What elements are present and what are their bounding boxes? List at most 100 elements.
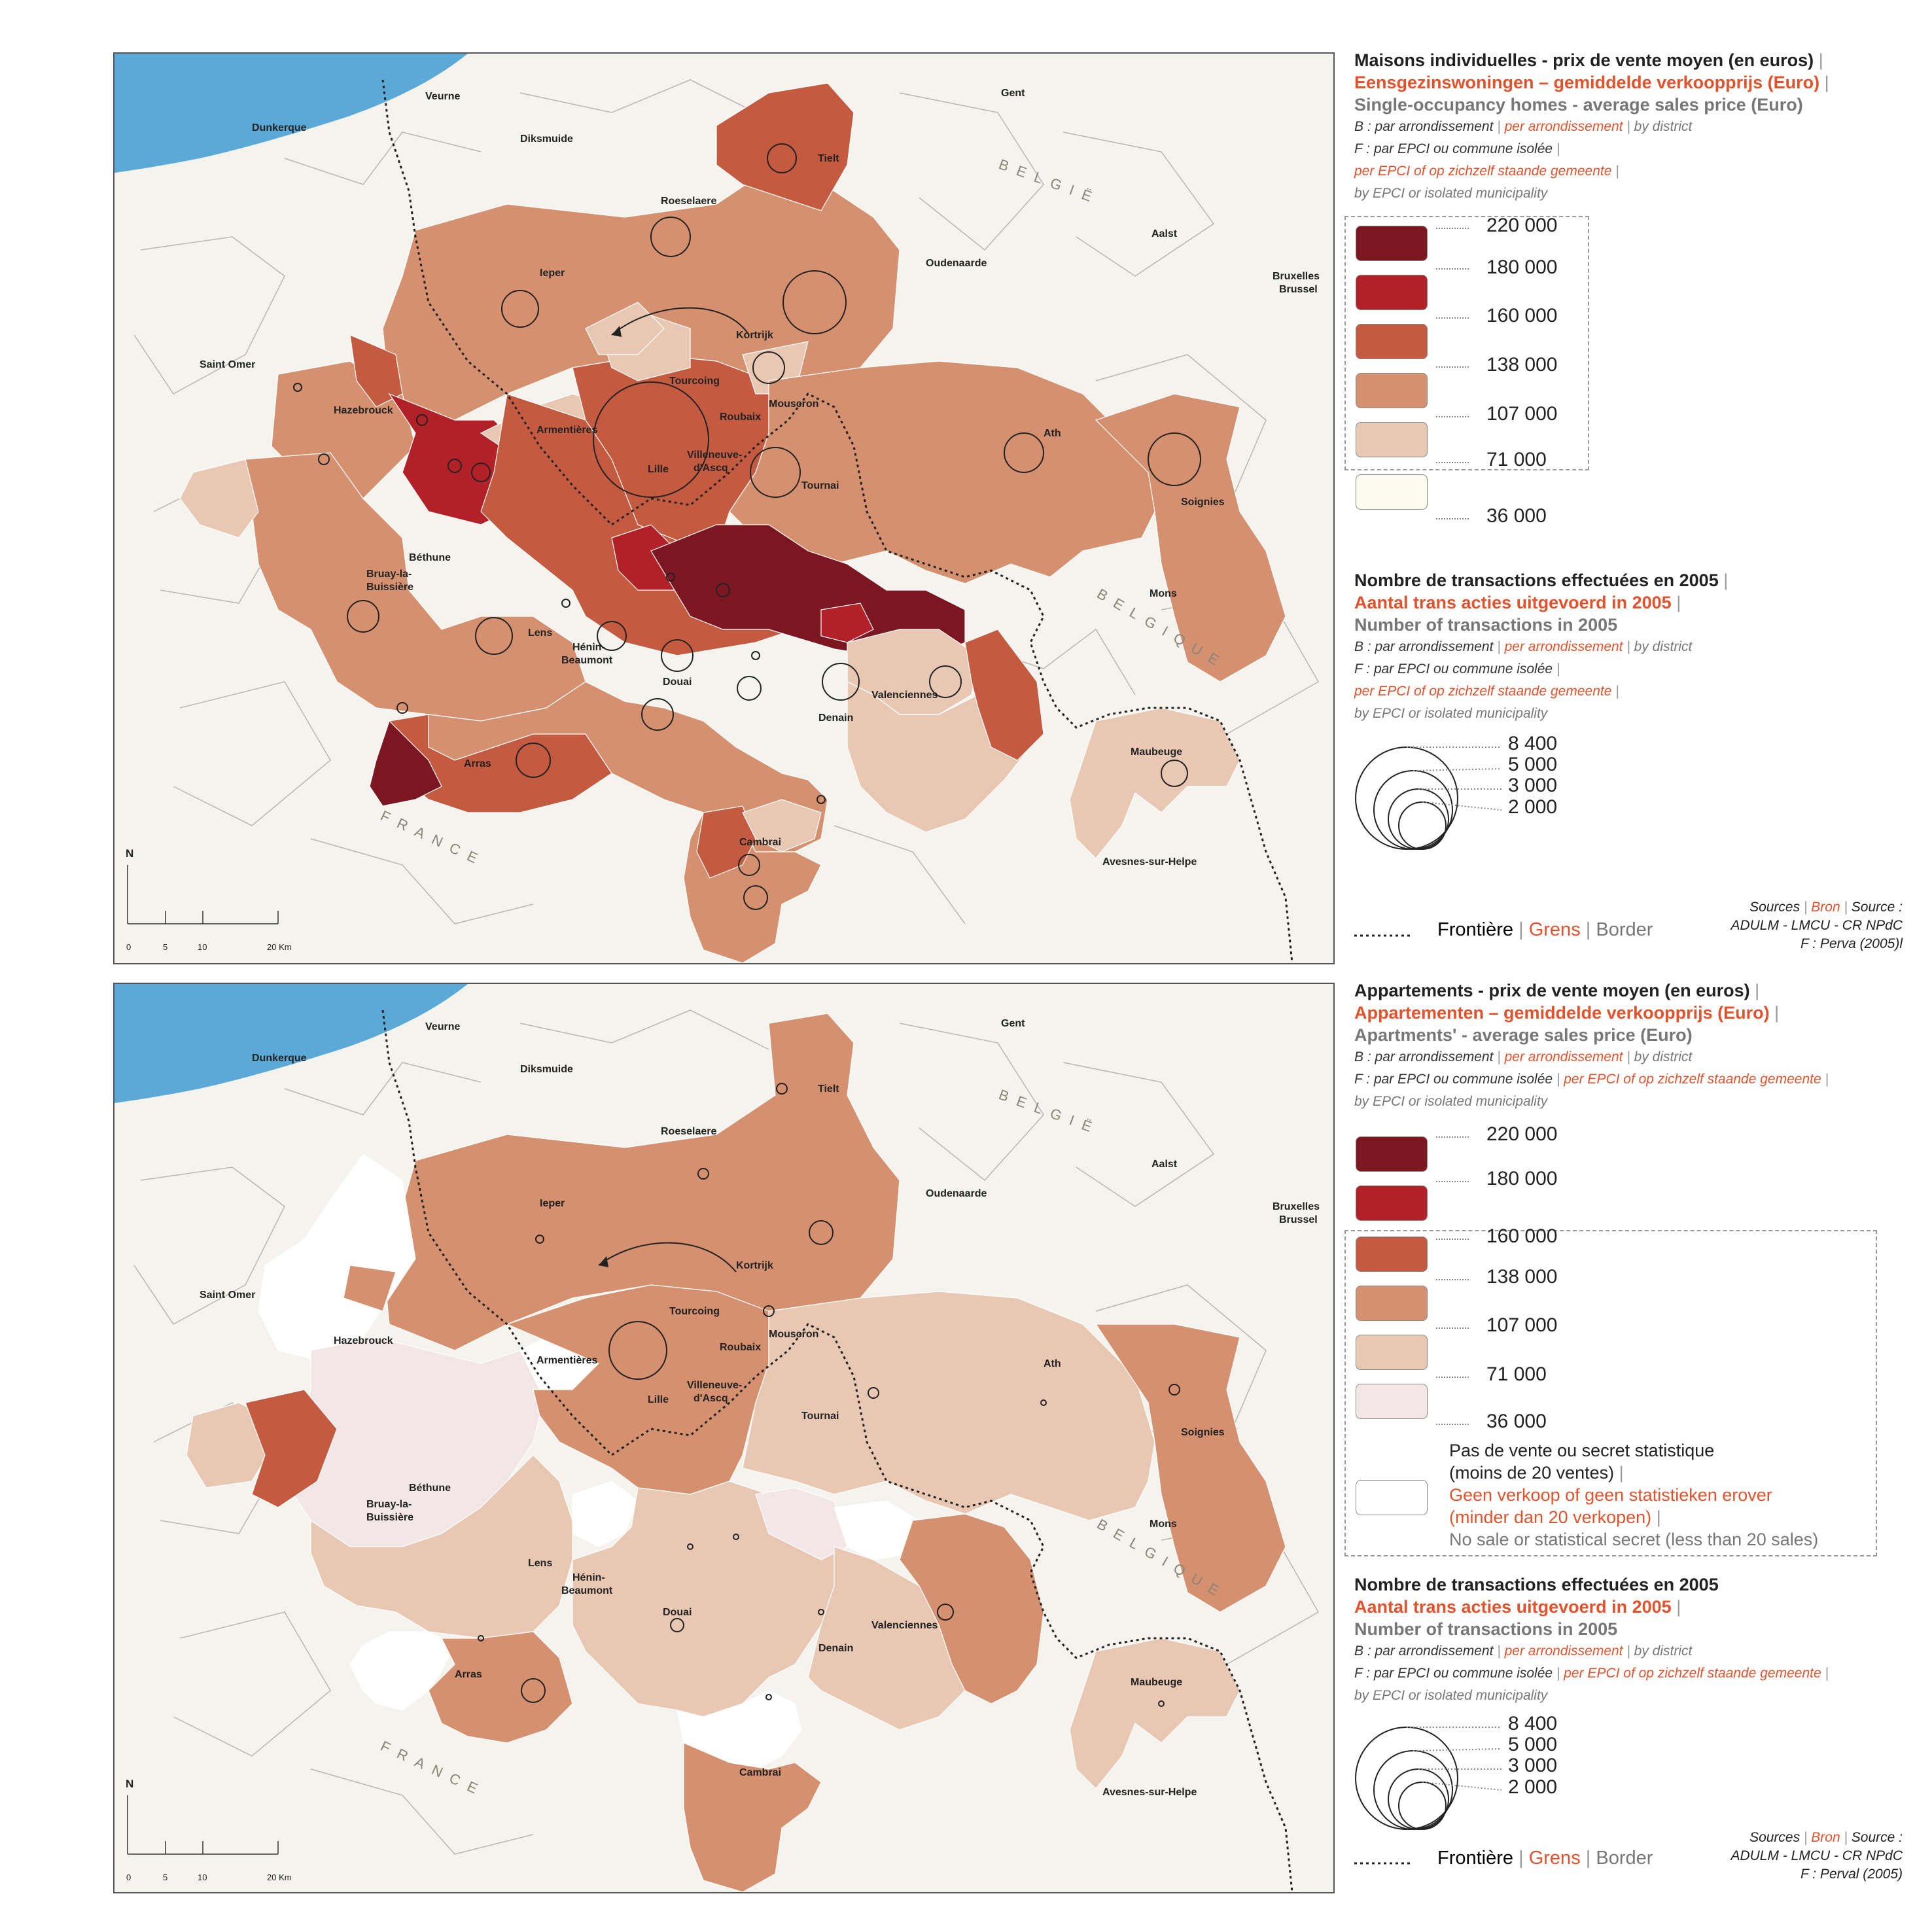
svg-text:Beaumont: Beaumont <box>561 1585 613 1596</box>
legend-f-line-fr: F : par EPCI ou commune isolée | <box>1354 141 1560 156</box>
svg-text:Hénin-: Hénin- <box>572 1572 605 1583</box>
swatch-nodata <box>1356 1480 1428 1515</box>
national-border <box>381 1010 1293 1892</box>
class-label: 138 000 <box>1486 354 1558 376</box>
svg-text:Avesnes-sur-Helpe: Avesnes-sur-Helpe <box>1102 856 1197 868</box>
svg-text:Saint Omer: Saint Omer <box>200 1290 255 1301</box>
swatch-107000 <box>1356 373 1428 408</box>
svg-text:Oudenaarde: Oudenaarde <box>926 1188 987 1199</box>
legend-title-nl: Eensgezinswoningen – gemiddelde verkoopp… <box>1354 73 1829 92</box>
svg-text:Ieper: Ieper <box>540 268 565 279</box>
svg-text:10: 10 <box>198 1872 207 1882</box>
svg-text:Diksmuide: Diksmuide <box>520 1064 573 1075</box>
svg-text:Hazebrouck: Hazebrouck <box>334 405 393 416</box>
svg-text:Hénin-: Hénin- <box>572 642 605 653</box>
svg-text:Gent: Gent <box>1001 88 1025 99</box>
circle-label: 5 000 <box>1508 1734 1558 1755</box>
legend-title-en: Apartments' - average sales price (Euro) <box>1354 1025 1693 1045</box>
svg-text:10: 10 <box>198 942 207 952</box>
swatch-160000 <box>1356 275 1428 310</box>
svg-text:Bruxelles: Bruxelles <box>1273 271 1320 282</box>
swatch-71000 <box>1356 1335 1428 1370</box>
svg-text:FRANCE: FRANCE <box>378 1738 489 1800</box>
sea <box>114 54 468 173</box>
border-legend-symbol-2 <box>1354 1862 1413 1865</box>
border-legend-2: Frontière | Grens | Border <box>1437 1848 1653 1869</box>
swatch-107000 <box>1356 1286 1428 1321</box>
swatch-138000 <box>1356 1237 1428 1272</box>
legend-f-line-nl: per EPCI of op zichzelf staande gemeente… <box>1354 164 1619 179</box>
swatch-180000 <box>1356 1136 1428 1172</box>
svg-text:Oudenaarde: Oudenaarde <box>926 258 987 269</box>
transaction-circles-2 <box>478 1083 1180 1707</box>
circle-label: 8 400 <box>1508 733 1558 754</box>
svg-text:Lens: Lens <box>528 627 552 639</box>
svg-text:Douai: Douai <box>663 676 692 688</box>
admin-boundaries <box>133 1010 1320 1855</box>
tx-title-fr: Nombre de transactions effectuées en 200… <box>1354 571 1729 590</box>
sources-1: Sources | Bron | Source : ADULM - LMCU -… <box>1730 900 1903 951</box>
svg-text:Armentières: Armentières <box>536 1355 597 1366</box>
svg-text:Hazebrouck: Hazebrouck <box>334 1335 393 1346</box>
class-label: 180 000 <box>1486 256 1558 278</box>
svg-text:Buissière: Buissière <box>366 1512 413 1523</box>
svg-text:Bruay-la-: Bruay-la- <box>366 569 412 580</box>
svg-text:Béthune: Béthune <box>409 1483 451 1494</box>
legend-b-line: B : par arrondissement | per arrondissem… <box>1354 119 1693 134</box>
svg-text:Mons: Mons <box>1150 1519 1177 1530</box>
svg-text:d'Ascq: d'Ascq <box>694 463 728 474</box>
svg-text:5: 5 <box>163 1872 167 1882</box>
circle-label: 3 000 <box>1508 1755 1558 1776</box>
svg-text:Denain: Denain <box>818 712 853 724</box>
svg-text:Buissière: Buissière <box>366 582 413 593</box>
svg-text:0: 0 <box>126 942 131 952</box>
circle-label: 2 000 <box>1508 1776 1558 1798</box>
svg-text:Roubaix: Roubaix <box>720 1342 761 1353</box>
svg-text:Aalst: Aalst <box>1151 1159 1178 1170</box>
legend-f-line-en: by EPCI or isolated municipality <box>1354 186 1548 201</box>
svg-text:Valenciennes: Valenciennes <box>871 690 938 701</box>
legend-title-nl: Appartementen – gemiddelde verkoopprijs … <box>1354 1003 1780 1023</box>
swatch-36000 <box>1356 1384 1428 1419</box>
swatch-36000 <box>1356 474 1428 510</box>
map-single-homes: Dunkerque Veurne Diksmuide Gent Tielt Ro… <box>113 52 1335 964</box>
swatch-138000 <box>1356 324 1428 359</box>
svg-text:Mouscron: Mouscron <box>769 1329 818 1340</box>
class-label: 71 000 <box>1486 1363 1547 1385</box>
svg-text:Veurne: Veurne <box>425 91 460 102</box>
svg-text:Saint Omer: Saint Omer <box>200 359 255 370</box>
legend-dashbox-2 <box>1344 1230 1877 1556</box>
legend-title-fr: Appartements - prix de vente moyen (en e… <box>1354 981 1760 1000</box>
legend-title-fr: Maisons individuelles - prix de vente mo… <box>1354 50 1823 70</box>
svg-text:Kortrijk: Kortrijk <box>736 1260 773 1271</box>
svg-text:Armentières: Armentières <box>536 425 597 436</box>
class-label: 107 000 <box>1486 403 1558 425</box>
svg-text:BELGIË: BELGIË <box>996 1086 1102 1138</box>
svg-text:Béthune: Béthune <box>409 552 451 563</box>
svg-text:Lens: Lens <box>528 1558 552 1569</box>
svg-text:Roeselaere: Roeselaere <box>661 196 716 207</box>
class-label: 220 000 <box>1486 1123 1558 1145</box>
map-svg-1: Dunkerque Veurne Diksmuide Gent Tielt Ro… <box>114 54 1320 963</box>
svg-text:20 Km: 20 Km <box>267 1872 292 1882</box>
class-label: 220 000 <box>1486 215 1558 236</box>
border-legend-symbol-1 <box>1354 934 1413 937</box>
class-label: 36 000 <box>1486 1411 1547 1432</box>
svg-text:N: N <box>126 1778 133 1790</box>
circle-legend-1 <box>1355 746 1502 850</box>
swatch-180000 <box>1356 226 1428 261</box>
svg-text:5: 5 <box>163 942 167 952</box>
swatch-160000 <box>1356 1186 1428 1221</box>
tx-title-en: Number of transactions in 2005 <box>1354 615 1618 635</box>
class-label: 180 000 <box>1486 1168 1558 1189</box>
svg-text:Arras: Arras <box>455 1669 482 1680</box>
legend-transactions-2: Nombre de transactions effectuées en 200… <box>1354 1575 1829 1703</box>
svg-text:20 Km: 20 Km <box>267 942 292 952</box>
class-label: 107 000 <box>1486 1314 1558 1336</box>
svg-text:Soignies: Soignies <box>1181 1427 1225 1438</box>
circle-label: 8 400 <box>1508 1713 1558 1734</box>
scale-bar-1: N 0 5 10 20 Km <box>126 847 292 952</box>
legend-title-en: Single-occupancy homes - average sales p… <box>1354 95 1803 114</box>
svg-text:Cambrai: Cambrai <box>739 837 781 848</box>
transaction-circles-1 <box>293 143 1201 910</box>
